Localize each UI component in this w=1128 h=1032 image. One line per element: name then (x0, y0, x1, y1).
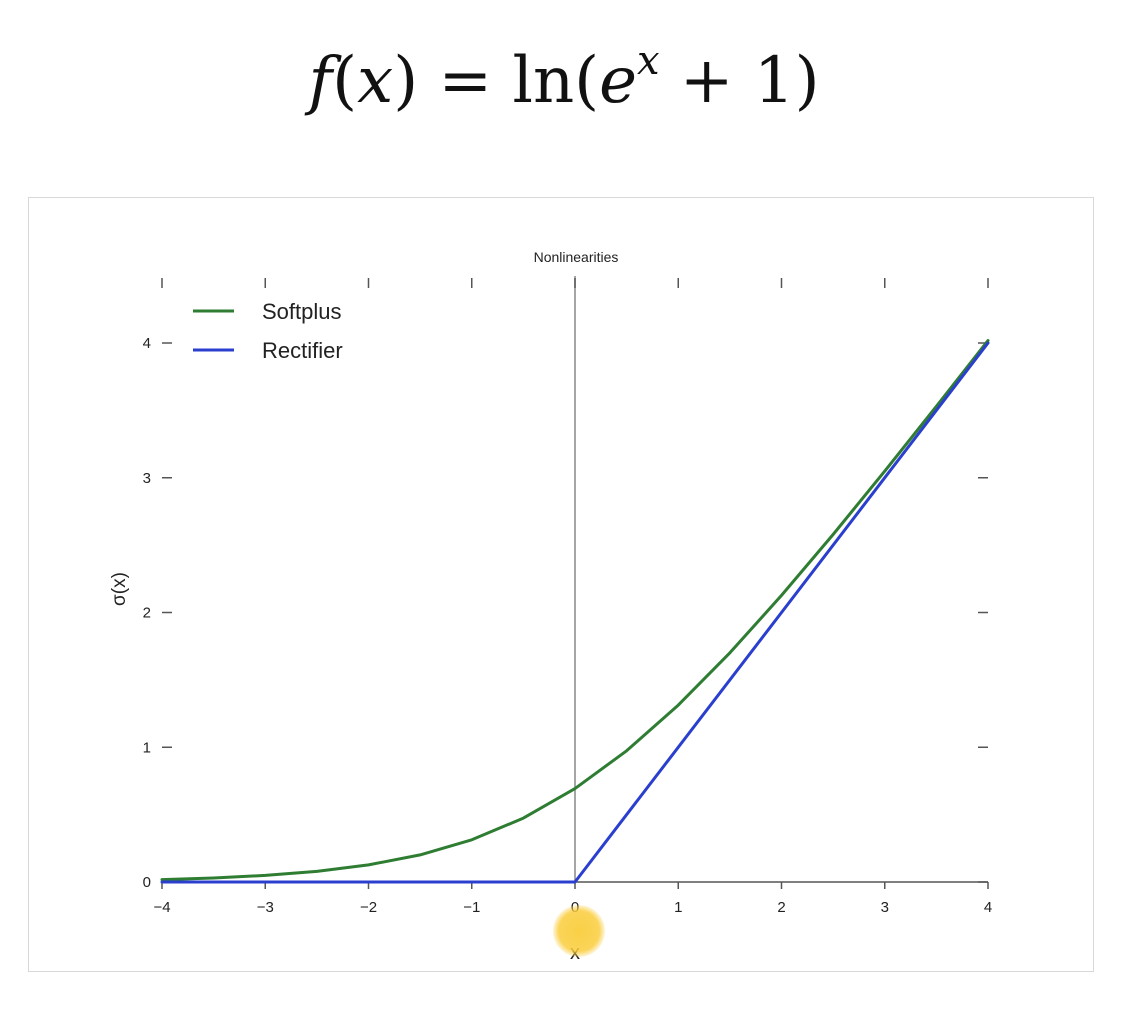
x-tick-label: 4 (984, 899, 992, 916)
formula-constant: 1 (753, 44, 795, 118)
formula-exponent: x (637, 38, 660, 84)
formula-arg: x (357, 44, 394, 118)
x-tick-label: −1 (463, 899, 480, 916)
x-tick-label: 1 (674, 899, 682, 916)
formula: f(x) = ln(ex + 1) (308, 38, 820, 118)
chart-panel: Nonlinearities σ(x) x −4−3−2−10123401234… (28, 197, 1094, 972)
y-axis-label: σ(x) (109, 572, 130, 606)
y-tick-label: 3 (143, 470, 151, 487)
x-tick-label: −4 (153, 899, 170, 916)
chart: Nonlinearities σ(x) x −4−3−2−10123401234… (109, 249, 992, 964)
legend: Softplus Rectifier (193, 299, 343, 363)
legend-label: Rectifier (262, 338, 343, 363)
y-tick-label: 0 (143, 874, 151, 891)
formula-fn: ln (512, 44, 575, 118)
cursor-highlight (553, 905, 605, 957)
x-tick-label: 3 (881, 899, 889, 916)
formula-lhs: f (308, 44, 333, 118)
x-tick-label: −2 (360, 899, 377, 916)
y-tick-label: 1 (143, 739, 151, 756)
series-line-rectifier (160, 341, 990, 884)
y-tick-label: 4 (143, 335, 151, 352)
formula-base: e (599, 44, 637, 118)
series-line-softplus (160, 339, 990, 882)
chart-title: Nonlinearities (534, 249, 619, 265)
x-tick-label: 2 (777, 899, 785, 916)
x-tick-label: −3 (257, 899, 274, 916)
y-tick-label: 2 (143, 605, 151, 622)
axes: −4−3−2−10123401234 (143, 276, 992, 916)
plot-area (160, 339, 990, 884)
legend-label: Softplus (262, 299, 342, 324)
